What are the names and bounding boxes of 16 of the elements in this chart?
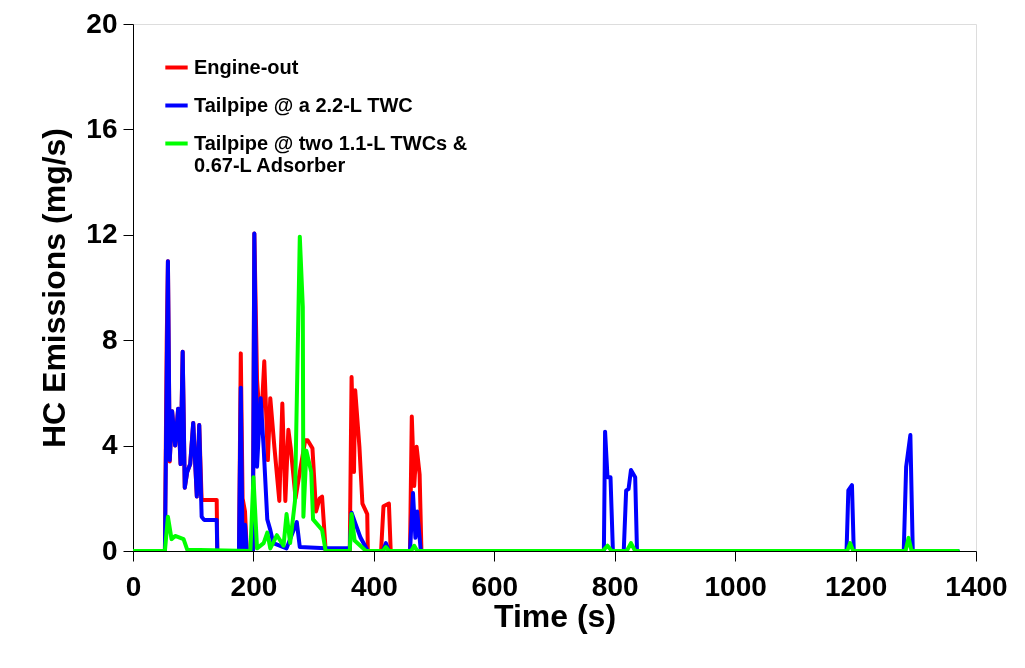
- y-tick-label: 12: [86, 218, 118, 250]
- x-tick-label: 1200: [824, 570, 888, 602]
- y-tick-label: 4: [101, 429, 118, 461]
- legend-label: Tailpipe @ a 2.2-L TWC: [194, 93, 413, 116]
- y-axis-title: HC Emissions (mg/s): [36, 127, 73, 449]
- x-tick-label: 1000: [704, 570, 767, 602]
- y-tick-label: 8: [101, 323, 118, 355]
- y-tick-label: 20: [86, 7, 118, 39]
- x-tick-label: 200: [230, 570, 278, 602]
- legend-label: Tailpipe @ two 1.1-L TWCs & 0.67-L Adsorber: [194, 131, 468, 176]
- x-tick-label: 0: [125, 570, 142, 602]
- x-tick-label: 1400: [945, 570, 1008, 602]
- legend-label: Engine-out: [194, 55, 299, 78]
- y-tick-label: 0: [101, 534, 118, 566]
- x-tick-label: 400: [351, 570, 398, 602]
- y-tick-label: 16: [86, 112, 118, 144]
